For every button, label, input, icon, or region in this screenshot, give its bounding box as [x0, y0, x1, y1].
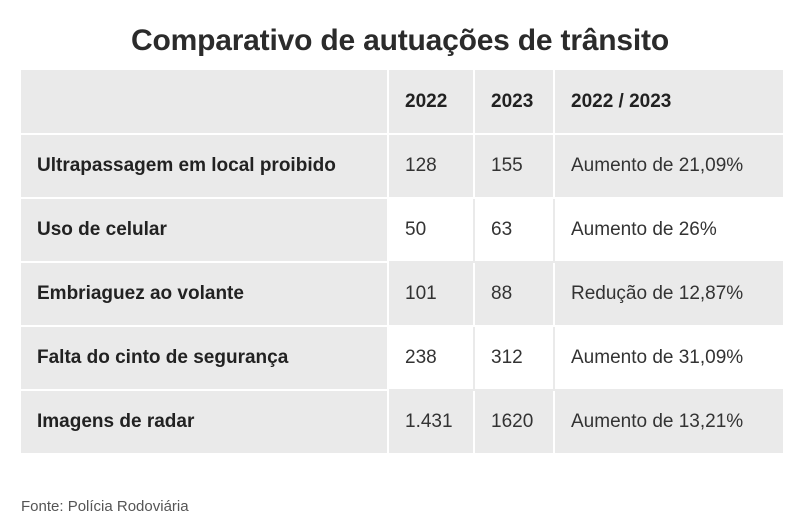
cell-2023: 1620 [475, 391, 555, 455]
header-cell-comparison: 2022 / 2023 [555, 70, 783, 135]
cell-change: Aumento de 13,21% [555, 391, 783, 455]
row-label: Embriaguez ao volante [21, 263, 389, 327]
header-cell-2022: 2022 [389, 70, 475, 135]
source-note: Fonte: Polícia Rodoviária [21, 498, 189, 515]
header-cell-empty [21, 70, 389, 135]
row-label: Ultrapassagem em local proibido [21, 135, 389, 199]
cell-2022: 238 [389, 327, 475, 391]
table-header-row: 2022 2023 2022 / 2023 [21, 70, 783, 135]
cell-2022: 128 [389, 135, 475, 199]
row-label: Imagens de radar [21, 391, 389, 455]
cell-change: Redução de 12,87% [555, 263, 783, 327]
cell-change: Aumento de 21,09% [555, 135, 783, 199]
row-label: Falta do cinto de segurança [21, 327, 389, 391]
cell-2022: 50 [389, 199, 475, 263]
table-row: Ultrapassagem em local proibido 128 155 … [21, 135, 783, 199]
cell-change: Aumento de 26% [555, 199, 783, 263]
cell-2023: 155 [475, 135, 555, 199]
cell-2022: 1.431 [389, 391, 475, 455]
row-label: Uso de celular [21, 199, 389, 263]
cell-2023: 312 [475, 327, 555, 391]
cell-2023: 88 [475, 263, 555, 327]
table-row: Imagens de radar 1.431 1620 Aumento de 1… [21, 391, 783, 455]
cell-2022: 101 [389, 263, 475, 327]
header-cell-2023: 2023 [475, 70, 555, 135]
table-row: Falta do cinto de segurança 238 312 Aume… [21, 327, 783, 391]
comparison-table: 2022 2023 2022 / 2023 Ultrapassagem em l… [21, 70, 783, 455]
table-row: Uso de celular 50 63 Aumento de 26% [21, 199, 783, 263]
table-row: Embriaguez ao volante 101 88 Redução de … [21, 263, 783, 327]
cell-change: Aumento de 31,09% [555, 327, 783, 391]
cell-2023: 63 [475, 199, 555, 263]
page-title: Comparativo de autuações de trânsito [131, 24, 669, 57]
